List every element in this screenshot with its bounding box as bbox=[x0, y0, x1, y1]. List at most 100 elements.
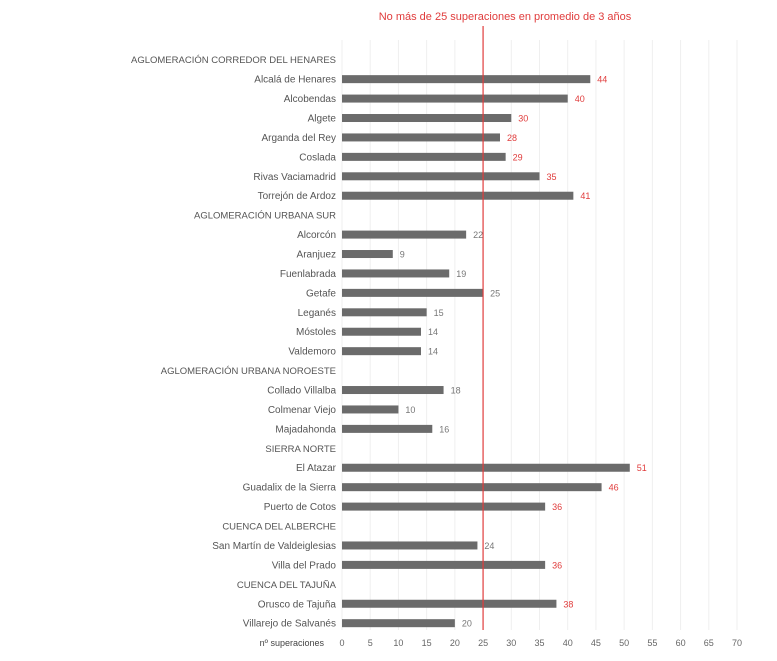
bar bbox=[342, 269, 450, 278]
category-label: Colmenar Viejo bbox=[268, 405, 337, 416]
x-tick-label: 20 bbox=[450, 638, 460, 648]
data-label: 46 bbox=[609, 483, 619, 493]
data-label: 10 bbox=[405, 405, 415, 415]
bar bbox=[342, 347, 421, 356]
bar bbox=[342, 463, 630, 472]
data-label: 24 bbox=[484, 541, 494, 551]
category-label: Villarejo de Salvanés bbox=[243, 619, 336, 630]
bar bbox=[342, 191, 574, 200]
group-label: AGLOMERACIÓN CORREDOR DEL HENARES bbox=[131, 55, 336, 66]
group-label: AGLOMERACIÓN URBANA SUR bbox=[194, 211, 336, 222]
data-label: 38 bbox=[563, 599, 573, 609]
bar bbox=[342, 250, 393, 259]
category-label: Alcalá de Henares bbox=[254, 75, 336, 86]
group-label: SIERRA NORTE bbox=[265, 444, 336, 455]
data-label: 20 bbox=[462, 619, 472, 629]
bar bbox=[342, 599, 557, 608]
chart-title: No más de 25 superaciones en promedio de… bbox=[379, 11, 632, 23]
category-label: Alcorcón bbox=[297, 230, 336, 241]
category-label: Aranjuez bbox=[297, 250, 336, 261]
bar bbox=[342, 541, 478, 550]
data-label: 14 bbox=[428, 347, 438, 357]
category-label: San Martín de Valdeiglesias bbox=[212, 541, 336, 552]
bar bbox=[342, 94, 568, 103]
bar bbox=[342, 483, 602, 492]
data-label: 29 bbox=[513, 152, 523, 162]
category-label: Guadalix de la Sierra bbox=[243, 483, 337, 494]
bar bbox=[342, 288, 484, 297]
group-label: CUENCA DEL ALBERCHE bbox=[222, 522, 336, 533]
x-tick-label: 55 bbox=[647, 638, 657, 648]
data-label: 41 bbox=[580, 191, 590, 201]
data-label: 35 bbox=[547, 172, 557, 182]
data-label: 25 bbox=[490, 288, 500, 298]
data-label: 36 bbox=[552, 560, 562, 570]
category-labels: AGLOMERACIÓN CORREDOR DEL HENARES Alcalá … bbox=[131, 55, 337, 629]
data-label: 18 bbox=[451, 386, 461, 396]
x-axis-label: nº superaciones bbox=[260, 638, 325, 648]
category-label: Fuenlabrada bbox=[280, 269, 337, 280]
x-tick-label: 40 bbox=[563, 638, 573, 648]
x-tick-label: 60 bbox=[676, 638, 686, 648]
category-label: Puerto de Cotos bbox=[264, 502, 336, 513]
data-label: 22 bbox=[473, 230, 483, 240]
category-label: Torrejón de Ardoz bbox=[258, 191, 336, 202]
category-label: Rivas Vaciamadrid bbox=[253, 172, 336, 183]
x-tick-label: 35 bbox=[534, 638, 544, 648]
bar bbox=[342, 75, 591, 84]
data-label: 40 bbox=[575, 94, 585, 104]
bar bbox=[342, 230, 467, 239]
category-label: Algete bbox=[308, 114, 337, 125]
data-label: 14 bbox=[428, 327, 438, 337]
group-label: AGLOMERACIÓN URBANA NOROESTE bbox=[161, 366, 336, 377]
bar bbox=[342, 619, 455, 628]
data-label: 19 bbox=[456, 269, 466, 279]
x-tick-label: 10 bbox=[393, 638, 403, 648]
category-label: Móstoles bbox=[296, 327, 336, 338]
data-label: 30 bbox=[518, 114, 528, 124]
bar bbox=[342, 172, 540, 181]
x-tick-label: 15 bbox=[422, 638, 432, 648]
bar bbox=[342, 424, 433, 433]
data-label: 28 bbox=[507, 133, 517, 143]
bar bbox=[342, 133, 500, 142]
x-tick-label: 50 bbox=[619, 638, 629, 648]
data-label: 9 bbox=[400, 250, 405, 260]
x-axis: nº superaciones 0 5 10 15 20 25 30 35 40 45 50 55 60… bbox=[260, 638, 742, 648]
bar bbox=[342, 405, 399, 414]
data-label: 15 bbox=[434, 308, 444, 318]
group-label: CUENCA DEL TAJUÑA bbox=[237, 580, 337, 591]
x-tick-label: 30 bbox=[506, 638, 516, 648]
category-label: Arganda del Rey bbox=[262, 133, 337, 144]
category-label: Collado Villalba bbox=[267, 386, 336, 397]
category-label: Villa del Prado bbox=[272, 560, 337, 571]
bar bbox=[342, 114, 512, 123]
data-label: 16 bbox=[439, 424, 449, 434]
category-label: Majadahonda bbox=[275, 424, 336, 435]
category-label: Getafe bbox=[306, 288, 336, 299]
bar bbox=[342, 327, 421, 336]
bars bbox=[342, 75, 630, 628]
category-label: Valdemoro bbox=[288, 347, 336, 358]
data-label: 51 bbox=[637, 463, 647, 473]
data-label: 44 bbox=[597, 75, 607, 85]
category-label: Alcobendas bbox=[284, 94, 336, 105]
bar bbox=[342, 502, 546, 511]
x-tick-label: 65 bbox=[704, 638, 714, 648]
x-tick-label: 0 bbox=[339, 638, 344, 648]
category-label: Orusco de Tajuña bbox=[258, 599, 337, 610]
category-label: Coslada bbox=[299, 152, 336, 163]
x-tick-label: 70 bbox=[732, 638, 742, 648]
x-tick-label: 45 bbox=[591, 638, 601, 648]
bar bbox=[342, 152, 506, 161]
category-label: Leganés bbox=[298, 308, 336, 319]
bar bbox=[342, 560, 546, 569]
category-label: El Atazar bbox=[296, 463, 337, 474]
x-tick-label: 5 bbox=[368, 638, 373, 648]
bar bbox=[342, 308, 427, 317]
bar bbox=[342, 386, 444, 395]
data-label: 36 bbox=[552, 502, 562, 512]
x-tick-label: 25 bbox=[478, 638, 488, 648]
